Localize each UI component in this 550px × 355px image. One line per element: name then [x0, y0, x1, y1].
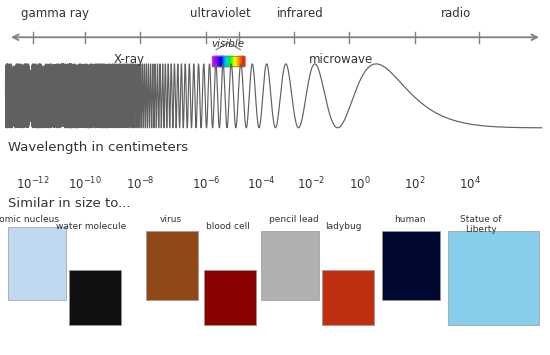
Text: radio: radio — [441, 6, 472, 20]
Text: infrared: infrared — [276, 6, 323, 20]
Text: $10^{-8}$: $10^{-8}$ — [126, 176, 155, 192]
Text: $10^{-4}$: $10^{-4}$ — [247, 176, 276, 192]
Text: $10^{4}$: $10^{4}$ — [459, 176, 481, 192]
Bar — [8, 227, 66, 300]
Bar — [204, 270, 256, 325]
Bar — [69, 270, 121, 325]
Text: blood cell: blood cell — [206, 222, 250, 231]
Text: human: human — [394, 215, 426, 224]
Text: water molecule: water molecule — [56, 222, 126, 231]
Text: atomic nucleus: atomic nucleus — [0, 215, 59, 224]
Bar — [448, 231, 539, 325]
Text: $10^{-6}$: $10^{-6}$ — [192, 176, 221, 192]
Text: Similar in size to...: Similar in size to... — [8, 197, 131, 210]
Bar — [322, 270, 374, 325]
Text: $10^{-12}$: $10^{-12}$ — [16, 176, 50, 192]
Text: microwave: microwave — [309, 53, 373, 66]
Text: pencil lead: pencil lead — [270, 215, 319, 224]
Text: $10^{0}$: $10^{0}$ — [349, 176, 371, 192]
Bar — [212, 56, 244, 66]
Text: virus: virus — [160, 215, 182, 224]
Text: $10^{2}$: $10^{2}$ — [404, 176, 426, 192]
Text: $10^{-10}$: $10^{-10}$ — [68, 176, 102, 192]
Bar — [261, 231, 319, 300]
Text: Wavelength in centimeters: Wavelength in centimeters — [8, 141, 188, 154]
Bar — [382, 231, 440, 300]
Text: visible: visible — [212, 39, 245, 49]
Text: Statue of
Liberty: Statue of Liberty — [460, 215, 502, 234]
Text: $10^{-2}$: $10^{-2}$ — [296, 176, 325, 192]
Text: ladybug: ladybug — [326, 222, 362, 231]
Text: ultraviolet: ultraviolet — [190, 6, 250, 20]
Bar — [146, 231, 198, 300]
Text: gamma ray: gamma ray — [21, 6, 89, 20]
Text: X-ray: X-ray — [114, 53, 145, 66]
